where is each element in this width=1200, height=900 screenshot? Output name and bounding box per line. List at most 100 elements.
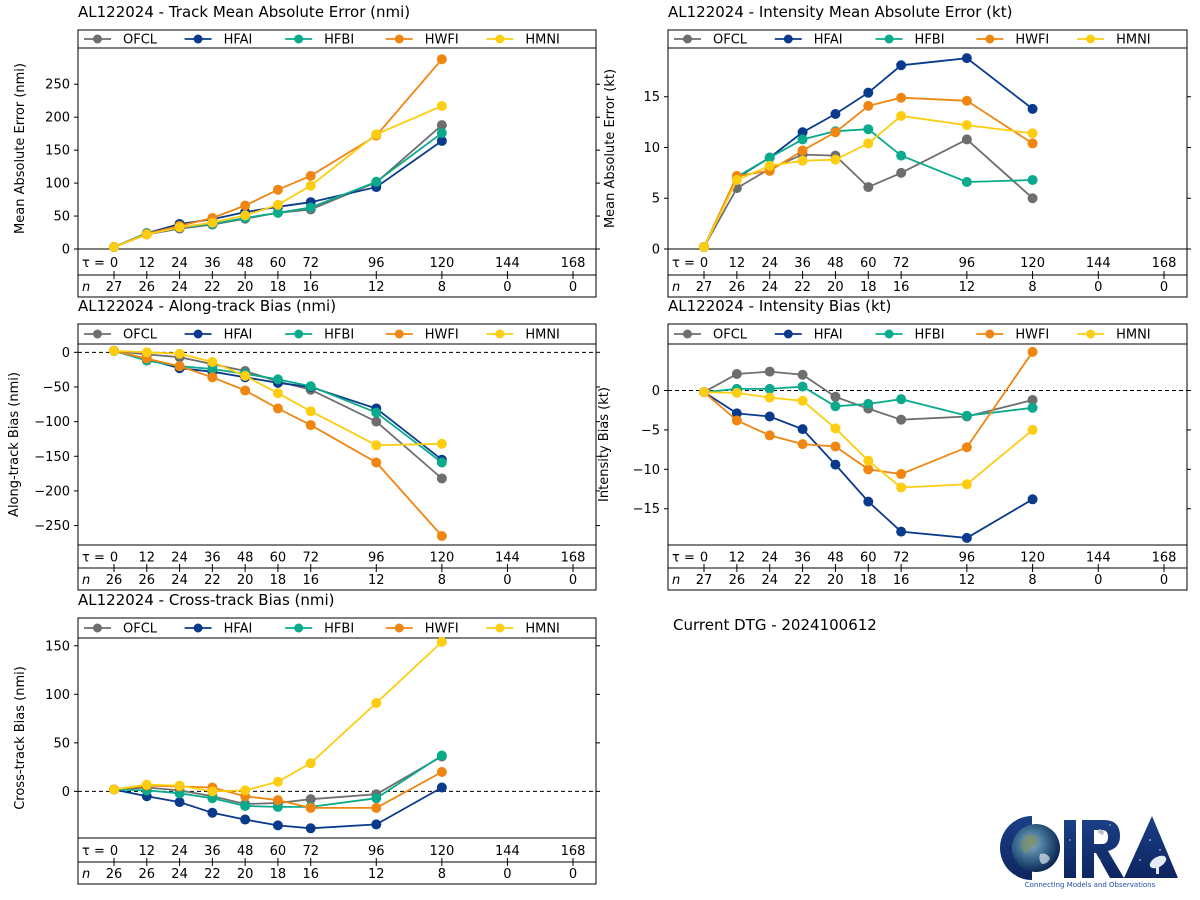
y-axis-label: Intensity Bias (kt) <box>597 387 612 502</box>
n-count-label: 26 <box>139 867 156 882</box>
data-point <box>305 758 316 769</box>
series-line <box>113 58 443 248</box>
n-count-label: 20 <box>827 280 844 295</box>
data-point <box>272 403 283 414</box>
legend-item-hwfi: HWFI <box>385 33 459 48</box>
legend-item-hwfi: HWFI <box>976 33 1049 48</box>
legend-marker-swatch <box>683 329 692 339</box>
cira-logo-letter-i <box>1064 820 1076 878</box>
data-point <box>141 347 152 358</box>
y-tick-label: 0 <box>62 346 70 361</box>
data-point <box>797 127 808 138</box>
data-point <box>272 199 283 210</box>
chart-title: AL122024 - Track Mean Absolute Error (nm… <box>78 3 410 21</box>
series-hwfi <box>109 54 447 253</box>
n-label: n <box>82 867 90 882</box>
data-point <box>699 241 709 252</box>
legend-item-hmni: HMNI <box>1077 328 1151 343</box>
x-tick-label: 12 <box>729 551 746 566</box>
x-tick-label: 48 <box>827 551 844 566</box>
data-point <box>830 391 841 402</box>
data-point <box>272 820 283 831</box>
tau-label: τ = <box>672 551 695 566</box>
data-point <box>896 394 907 405</box>
x-tick-label: 0 <box>700 551 708 566</box>
legend-label: HFBI <box>915 328 945 343</box>
x-tick-label: 120 <box>1020 256 1045 271</box>
legend-label: HWFI <box>1015 328 1049 343</box>
n-count-label: 26 <box>729 280 746 295</box>
tau-label: τ = <box>82 256 105 271</box>
n-count-label: 20 <box>237 573 254 588</box>
n-label: n <box>82 280 90 295</box>
y-tick-label: 250 <box>45 78 70 93</box>
legend-item-hfai: HFAI <box>184 33 252 48</box>
data-point <box>305 823 316 834</box>
data-point <box>764 392 775 403</box>
data-point <box>141 779 152 790</box>
series-line <box>703 57 1034 248</box>
series-hfai <box>699 387 1038 543</box>
n-count-label: 0 <box>1094 573 1102 588</box>
x-tick-label: 60 <box>270 551 287 566</box>
data-point <box>436 135 447 146</box>
data-point <box>961 442 972 453</box>
n-count-label: 8 <box>1028 573 1036 588</box>
y-tick-label: −50 <box>43 380 70 395</box>
data-point <box>1027 174 1038 185</box>
data-point <box>797 439 808 450</box>
y-tick-label: 0 <box>62 785 70 800</box>
data-point <box>896 111 907 122</box>
n-count-label: 12 <box>959 280 976 295</box>
series-hmni <box>109 345 447 451</box>
legend-marker-swatch <box>193 623 203 633</box>
x-tick-label: 0 <box>110 551 118 566</box>
x-tick-label: 96 <box>959 256 976 271</box>
data-point <box>896 150 907 161</box>
legend-item-ofcl: OFCL <box>674 328 748 343</box>
legend-marker-swatch <box>294 34 304 44</box>
data-point <box>305 170 316 181</box>
legend-label: HWFI <box>425 622 459 637</box>
x-tick-label: 0 <box>700 256 708 271</box>
y-tick-label: 100 <box>45 688 70 703</box>
n-count-label: 24 <box>761 280 778 295</box>
data-point <box>797 155 808 166</box>
series-ofcl <box>699 134 1038 252</box>
data-point <box>830 127 841 138</box>
n-count-label: 8 <box>438 280 446 295</box>
n-count-label: 20 <box>237 280 254 295</box>
y-axis-label: Along-track Bias (nmi) <box>7 372 22 517</box>
x-tick-label: 96 <box>368 256 385 271</box>
data-point <box>863 124 874 135</box>
data-point <box>961 95 972 106</box>
data-point <box>371 457 382 468</box>
data-point <box>863 182 874 193</box>
data-point <box>436 128 447 139</box>
legend-label: HFAI <box>224 328 253 343</box>
data-point <box>896 482 907 493</box>
data-point <box>272 776 283 787</box>
legend-item-hwfi: HWFI <box>385 622 459 637</box>
series-line <box>113 350 443 480</box>
legend-label: HFBI <box>324 622 354 637</box>
legend-label: OFCL <box>123 622 158 637</box>
tau-label: τ = <box>672 256 695 271</box>
n-count-label: 0 <box>1094 280 1102 295</box>
legend-label: HFBI <box>915 33 945 48</box>
data-point <box>305 202 316 213</box>
n-count-label: 22 <box>204 280 221 295</box>
data-point <box>436 457 447 468</box>
data-point <box>1027 424 1038 435</box>
n-count-label: 24 <box>171 867 188 882</box>
data-point <box>797 395 808 406</box>
x-tick-label: 120 <box>429 844 454 859</box>
data-point <box>1027 402 1038 413</box>
data-point <box>371 793 382 804</box>
n-count-label: 24 <box>761 573 778 588</box>
legend-item-ofcl: OFCL <box>84 33 158 48</box>
n-count-label: 24 <box>171 280 188 295</box>
n-count-label: 27 <box>696 280 713 295</box>
x-tick-label: 12 <box>139 844 156 859</box>
data-point <box>863 398 874 409</box>
